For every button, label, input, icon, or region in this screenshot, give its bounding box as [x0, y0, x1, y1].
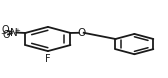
Text: F: F [45, 54, 51, 64]
Text: +: + [14, 28, 20, 34]
Text: −: − [0, 31, 6, 37]
Text: N: N [10, 28, 18, 38]
Text: O: O [77, 28, 85, 38]
Text: O: O [2, 30, 10, 40]
Text: O: O [2, 25, 9, 35]
